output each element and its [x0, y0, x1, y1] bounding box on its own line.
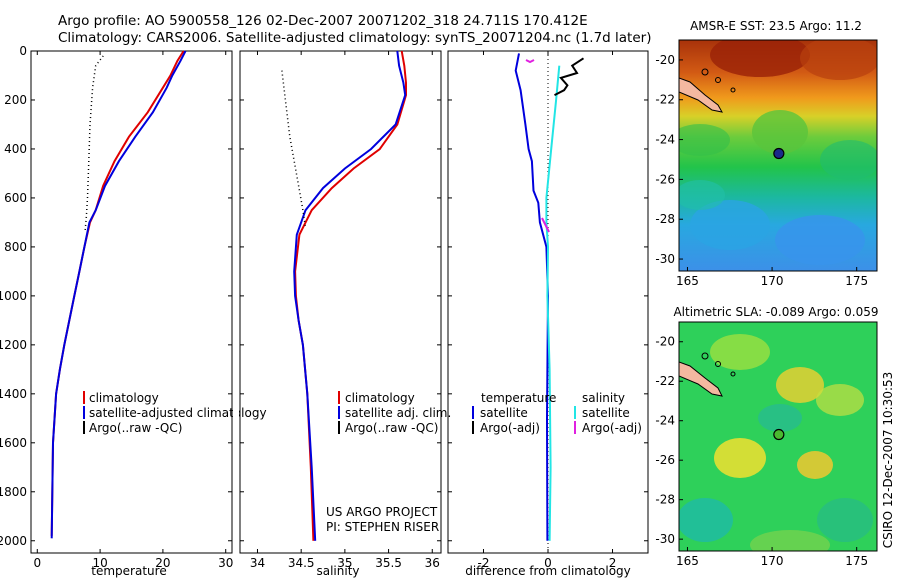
series-line-argo-raw-qc-: [84, 55, 104, 233]
sla-map-title: Altimetric SLA: -0.089 Argo: 0.059: [673, 305, 878, 319]
series-line-satellite-adj-clim-: [293, 50, 407, 541]
salinity-panel-frame: [239, 50, 442, 554]
y-tick-label: 800: [4, 240, 27, 254]
y-tick-label: 0: [19, 44, 27, 58]
y-tick-label: 1400: [0, 387, 27, 401]
y-tick-label: 400: [4, 142, 27, 156]
x-tick-label: 34.5: [288, 556, 315, 570]
map-y-tick-label: -20: [655, 53, 675, 67]
x-tick-label: 0: [33, 556, 41, 570]
legend-argo-label: Argo(..raw -QC): [89, 421, 182, 435]
map-x-tick-label: 165: [676, 554, 699, 568]
diff-legend-temp-satellite: satellite: [480, 406, 528, 420]
map-y-tick-label: -30: [655, 532, 675, 546]
map-y-tick-label: -24: [655, 414, 675, 428]
map-x-tick-label: 170: [761, 274, 784, 288]
temperature-panel-frame: [30, 50, 233, 554]
sst-map-title: AMSR-E SST: 23.5 Argo: 11.2: [690, 19, 862, 33]
map-y-tick-label: -28: [655, 493, 675, 507]
diff-legend-temp-argo: Argo(-adj): [480, 421, 540, 435]
y-tick-label: 1600: [0, 436, 27, 450]
x-tick-label: 35.5: [375, 556, 402, 570]
x-tick-label: 30: [218, 556, 233, 570]
sal-argo-adj-marks-top: [525, 59, 535, 64]
sal-legend-satellite-label: satellite adj. clim.: [345, 406, 451, 420]
x-tick-label: 34: [250, 556, 265, 570]
map-y-tick-label: -30: [655, 252, 675, 266]
map-y-tick-label: -24: [655, 133, 675, 147]
x-tick-label: -2: [477, 556, 489, 570]
x-tick-label: 36: [425, 556, 440, 570]
map-y-tick-label: -22: [655, 93, 675, 107]
y-tick-label: 1800: [0, 485, 27, 499]
temperature-legend: climatology satellite-adjusted climatolo…: [83, 391, 267, 435]
y-tick-label: 1200: [0, 338, 27, 352]
x-tick-label: 10: [92, 556, 107, 570]
map-x-tick-label: 175: [845, 554, 868, 568]
legend-satellite-adjusted-label: satellite-adjusted climatology: [89, 406, 267, 420]
sst-map-frame: [678, 39, 878, 272]
map-y-tick-label: -28: [655, 212, 675, 226]
map-y-tick-label: -22: [655, 374, 675, 388]
y-tick-label: 1000: [0, 289, 27, 303]
figure-title-line1: Argo profile: AO 5900558_126 02-Dec-2007…: [58, 13, 588, 29]
diff-legend-sal-satellite: satellite: [582, 406, 630, 420]
legend-climatology-label: climatology: [89, 391, 159, 405]
project-label: US ARGO PROJECT: [326, 505, 438, 519]
map-y-tick-label: -26: [655, 172, 675, 186]
pi-label: PI: STEPHEN RISER: [326, 520, 439, 534]
diff-legend-salinity-title: salinity: [582, 391, 625, 405]
diff-legend-temperature-title: temperature: [481, 391, 556, 405]
y-tick-label: 2000: [0, 534, 27, 548]
diff-legend-sal-argo: Argo(-adj): [582, 421, 642, 435]
y-tick-label: 200: [4, 93, 27, 107]
salinity-axis-label: salinity: [316, 564, 359, 578]
series-line-temperature-argo-adj-: [554, 57, 585, 96]
side-timestamp-label: CSIRO 12-Dec-2007 10:30:53: [881, 372, 895, 549]
map-y-tick-label: -26: [655, 453, 675, 467]
figure-title-line2: Climatology: CARS2006. Satellite-adjuste…: [58, 30, 652, 46]
map-x-tick-label: 165: [676, 274, 699, 288]
difference-legend: temperature satellite Argo(-adj) salinit…: [472, 391, 642, 435]
x-tick-label: 2: [609, 556, 617, 570]
y-tick-label: 600: [4, 191, 27, 205]
salinity-legend: climatology satellite adj. clim. Argo(..…: [338, 391, 451, 435]
series-line-satellite-adjusted-climatology: [50, 50, 187, 539]
series-line-salinity-satellite: [545, 65, 561, 541]
x-tick-label: 20: [155, 556, 170, 570]
map-x-tick-label: 170: [761, 554, 784, 568]
sla-heatmap: [679, 322, 877, 551]
x-tick-label: 35: [337, 556, 352, 570]
map-x-tick-label: 175: [845, 274, 868, 288]
sla-argo-location-marker: [773, 428, 785, 441]
sal-argo-adj-marks-mid: [541, 217, 550, 233]
map-y-tick-label: -20: [655, 335, 675, 349]
sal-legend-climatology-label: climatology: [345, 391, 415, 405]
sst-argo-location-marker: [773, 147, 785, 160]
temperature-axis-label: temperature: [91, 564, 166, 578]
sal-legend-argo-label: Argo(..raw -QC): [345, 421, 438, 435]
sla-map-frame: [678, 321, 878, 552]
x-tick-label: 0: [544, 556, 552, 570]
sst-heatmap: [679, 40, 877, 271]
difference-axis-label: difference from climatology: [465, 564, 631, 578]
